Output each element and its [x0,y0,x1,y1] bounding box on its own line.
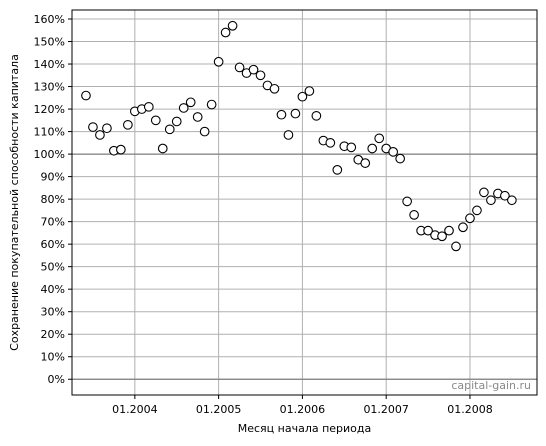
y-tick-label: 150% [34,36,65,49]
y-tick-label: 140% [34,58,65,71]
data-point [332,165,343,175]
x-tick-label: 01.2005 [196,403,242,416]
data-point [423,225,433,236]
data-point [95,130,105,140]
y-tick-label: 20% [41,328,65,341]
y-tick-label: 110% [34,126,65,139]
data-point [395,153,406,164]
y-tick-label: 100% [34,148,65,161]
data-point [206,99,217,110]
data-point [402,196,412,207]
data-point [367,143,378,154]
data-point [465,213,475,224]
y-tick-label: 70% [41,216,65,229]
data-point [116,144,126,155]
data-point [150,115,161,126]
data-point [171,116,182,127]
data-point [437,231,447,242]
data-point [388,146,399,157]
data-point [255,70,266,81]
data-point [157,143,168,154]
data-point [248,64,259,75]
y-tick-label: 90% [41,171,65,184]
data-point [123,119,133,130]
x-tick-labels: 01.2004 01.2005 01.2006 01.2007 01.2008 [112,395,493,416]
plot-frame [71,9,538,396]
x-axis-label: Месяц начала периода [238,422,372,435]
data-point [458,222,468,233]
data-point [269,83,280,94]
data-point [444,225,454,236]
data-point [500,190,510,201]
y-tick-label: 130% [34,81,65,94]
y-tick-label: 30% [41,306,65,319]
data-point [199,126,210,137]
data-point [297,91,308,102]
data-point [304,86,315,96]
data-point [234,62,245,73]
data-point [192,112,203,122]
grid-layer [72,10,537,395]
reference-lines [72,153,537,380]
data-point [290,108,301,119]
data-point [213,56,224,67]
data-point [143,101,154,112]
data-point [227,20,238,31]
x-tick-label: 01.2006 [280,403,326,416]
data-point [81,90,91,101]
y-tick-label: 160% [34,13,65,26]
y-tick-label: 40% [41,283,65,296]
data-point [360,158,371,168]
data-point [283,130,294,140]
x-tick-label: 01.2007 [363,403,409,416]
data-point [178,103,189,113]
data-point [185,97,196,108]
y-tick-label: 80% [41,193,65,206]
data-point [220,27,231,38]
data-point [164,124,175,135]
y-tick-label: 60% [41,238,65,251]
data-point [451,241,461,252]
y-tick-label: 10% [41,351,65,364]
y-tick-label: 0% [48,373,65,386]
data-points [81,20,517,252]
data-point [486,195,496,206]
data-point [311,110,322,121]
data-point [479,187,489,198]
data-point [88,122,98,132]
data-point [507,195,517,206]
y-tick-label: 50% [41,261,65,274]
watermark-text: capital-gain.ru [451,379,531,392]
y-axis-label: Сохранение покупательной способности кап… [8,54,21,351]
data-point [472,205,482,216]
data-point [346,142,357,153]
y-tick-label: 120% [34,103,65,116]
data-point [374,133,385,144]
x-tick-label: 01.2008 [447,403,493,416]
y-tick-labels: 0% 10% 20% 30% 40% 50% 60% 70% 80% 90% 100% 110% 120… [34,13,72,386]
data-point [102,123,112,134]
data-point [409,210,419,220]
x-tick-label: 01.2004 [112,403,158,416]
data-point [325,137,336,148]
data-point [276,109,287,120]
